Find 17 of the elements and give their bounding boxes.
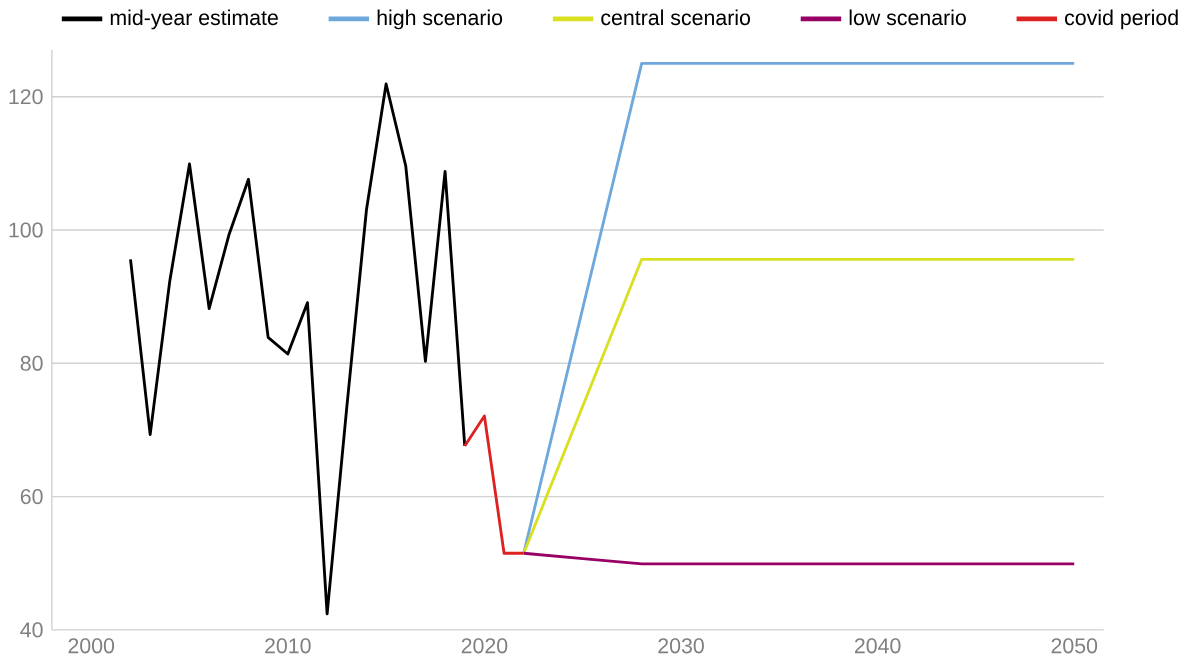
legend-label: low scenario xyxy=(849,9,966,26)
y-tick-label: 100 xyxy=(9,222,43,238)
y-tick-label: 80 xyxy=(20,355,43,371)
x-tick-label: 2020 xyxy=(461,638,508,654)
x-tick-label: 2050 xyxy=(1051,638,1098,654)
y-tick-label: 60 xyxy=(20,488,43,505)
y-tick-label: 120 xyxy=(9,89,43,105)
x-tick-label: 2000 xyxy=(68,638,115,654)
legend-label: central scenario xyxy=(601,9,751,26)
legend-label: covid period xyxy=(1065,9,1178,30)
x-tick-label: 2010 xyxy=(265,638,311,654)
x-tick-label: 2030 xyxy=(658,638,704,654)
legend-label: high scenario xyxy=(377,9,503,30)
y-tick-label: 40 xyxy=(20,622,43,638)
line-series xyxy=(129,82,467,616)
x-tick-label: 2040 xyxy=(854,638,901,654)
legend-label: mid-year estimate xyxy=(110,9,278,30)
